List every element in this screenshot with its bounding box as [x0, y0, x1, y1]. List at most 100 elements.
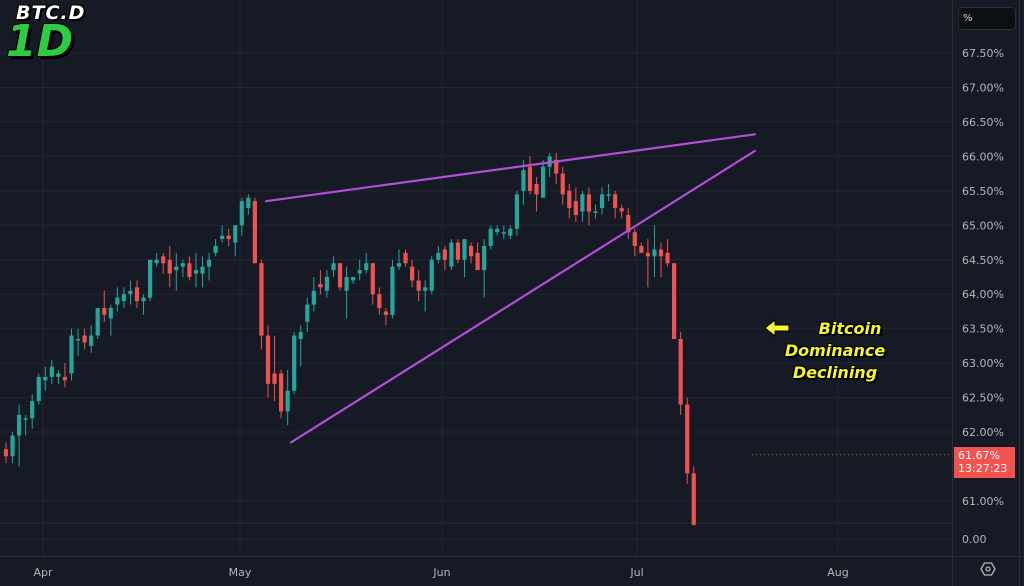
candle-body-up: [482, 245, 487, 271]
x-axis-tick-label: May: [229, 566, 252, 579]
candle-body-down: [645, 252, 650, 257]
candle-body-up: [357, 270, 362, 274]
y-axis-tick-label: 66.50%: [962, 116, 1004, 129]
candle-body-up: [390, 266, 395, 315]
trendline-upper: [264, 133, 757, 203]
x-axis-tick-label: Jul: [629, 566, 643, 579]
candle-body-down: [658, 249, 664, 257]
candle-body-up: [193, 270, 199, 274]
candle-body-up: [462, 239, 467, 260]
candle-body-down: [665, 252, 670, 264]
candle-body-down: [161, 256, 166, 264]
candle-body-up: [351, 276, 356, 281]
candle-body-up: [514, 194, 519, 229]
candle-body-down: [527, 166, 533, 191]
candle-body-up: [36, 376, 41, 402]
candle-body-down: [586, 194, 592, 212]
indicator-zero-label: 0.00: [962, 533, 987, 546]
candle-body-up: [508, 228, 513, 236]
candle-body-up: [220, 235, 225, 240]
candle-body-up: [285, 390, 290, 412]
candle-body-up: [75, 339, 81, 341]
candle-body-up: [488, 228, 493, 246]
candle-body-down: [259, 263, 264, 336]
candle-body-up: [246, 197, 251, 209]
candle-body-down: [691, 473, 696, 526]
y-axis-tick-label: 64.50%: [962, 254, 1004, 267]
candle-body-down: [102, 308, 107, 315]
candle-body-up: [23, 418, 28, 420]
price-unit-selector[interactable]: %: [958, 7, 1016, 30]
candle-body-up: [599, 194, 605, 209]
timeframe-label: 1D: [6, 16, 74, 67]
candle-body-down: [377, 294, 382, 309]
x-axis-tick-label: Jun: [432, 566, 450, 579]
candle-body-up: [95, 308, 100, 336]
y-axis-tick-label: 63.00%: [962, 357, 1004, 370]
x-axis-tick-label: Aug: [827, 566, 848, 579]
candle-body-up: [69, 335, 74, 374]
candle-body-down: [252, 201, 257, 264]
candle-body-down: [560, 173, 565, 195]
candle-body-down: [82, 335, 87, 343]
candle-body-down: [442, 249, 447, 260]
candle-body-up: [200, 266, 205, 274]
candle-body-up: [213, 245, 218, 253]
candle-body-down: [187, 263, 192, 277]
y-axis-tick-label: 64.00%: [962, 288, 1004, 301]
candle-body-down: [613, 194, 618, 209]
bar-countdown: 13:27:23: [958, 462, 1008, 475]
candle-body-down: [534, 183, 539, 195]
candle-body-up: [495, 228, 500, 233]
candle-body-down: [3, 449, 9, 457]
candle-body-down: [226, 235, 231, 240]
candle-body-down: [672, 263, 677, 340]
candle-body-up: [344, 276, 349, 291]
last-price-value: 61.67%: [958, 449, 1000, 462]
candle-body-down: [639, 245, 644, 253]
candle-body-up: [298, 332, 303, 340]
candle-body-up: [331, 263, 336, 271]
candle-body-up: [10, 435, 15, 457]
settings-gear-icon[interactable]: [980, 561, 996, 577]
candle-body-up: [606, 194, 611, 196]
candle-body-up: [305, 304, 310, 322]
y-axis-tick-label: 63.50%: [962, 323, 1004, 336]
candle-body-down: [626, 214, 631, 233]
candle-body-down: [167, 259, 172, 274]
candle-body-up: [148, 259, 153, 298]
candle-body-down: [272, 373, 277, 384]
candle-body-up: [364, 263, 369, 271]
trendline-lower: [289, 149, 757, 444]
candle-body-up: [324, 276, 330, 291]
y-axis-tick-label: 66.00%: [962, 150, 1004, 163]
y-axis-tick-label: 67.00%: [962, 81, 1004, 94]
candle-body-up: [239, 201, 244, 226]
candle-body-up: [43, 376, 48, 381]
candle-body-up: [108, 308, 113, 319]
candle-body-up: [429, 259, 434, 291]
candle-body-down: [370, 263, 375, 295]
annotation-line-2: Dominance: [784, 341, 886, 360]
candle-body-up: [652, 249, 657, 257]
candle-body-down: [554, 159, 559, 174]
candle-body-down: [410, 266, 415, 281]
candle-body-up: [154, 259, 159, 264]
candle-body-up: [396, 263, 402, 267]
y-axis-tick-label: 62.50%: [962, 392, 1004, 405]
candle-body-up: [49, 366, 54, 377]
candle-body-down: [573, 201, 578, 215]
candle-body-down: [62, 376, 68, 381]
candle-body-down: [468, 245, 474, 257]
candle-body-down: [279, 373, 284, 412]
candle-body-up: [89, 335, 94, 346]
x-axis-tick-label: Apr: [33, 566, 53, 579]
candle-body-up: [56, 373, 61, 377]
candle-body-up: [141, 297, 146, 302]
candle-body-down: [134, 287, 140, 302]
candle-body-up: [30, 401, 35, 419]
candle-body-down: [265, 335, 271, 384]
candle-body-up: [174, 266, 179, 271]
